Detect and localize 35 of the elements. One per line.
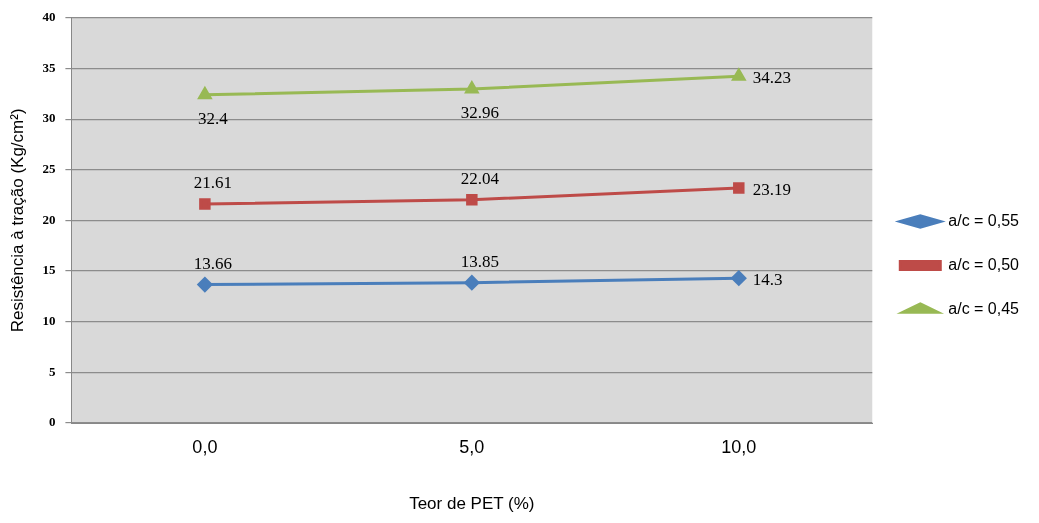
data-label: 21.61 bbox=[193, 173, 233, 193]
y-tick-label: 5 bbox=[48, 363, 56, 379]
y-tick-label: 40 bbox=[42, 9, 56, 25]
data-label: 13.85 bbox=[460, 251, 499, 271]
x-tick-label: 5,0 bbox=[459, 436, 485, 457]
point bbox=[199, 198, 211, 210]
point bbox=[197, 277, 213, 293]
data-label: 22.04 bbox=[460, 168, 500, 188]
point bbox=[466, 193, 478, 206]
x-tick-label: 0,0 bbox=[192, 436, 218, 457]
x-axis-title: Teor de PET (%) bbox=[409, 494, 535, 514]
legend-label: a/c = 0,50 bbox=[948, 255, 1020, 273]
data-label: 34.23 bbox=[752, 67, 792, 87]
data-label: 32.96 bbox=[460, 103, 499, 123]
y-tick-label: 35 bbox=[42, 59, 56, 75]
data-label: 23.19 bbox=[752, 179, 792, 199]
point bbox=[465, 81, 479, 94]
y-tick-label: 15 bbox=[42, 262, 56, 278]
data-label: 14.3 bbox=[752, 269, 783, 289]
point bbox=[733, 182, 745, 194]
y-tick-label: 10 bbox=[42, 313, 56, 329]
legend-label: a/c = 0,55 bbox=[948, 211, 1020, 229]
data-label: 32.4 bbox=[198, 108, 229, 128]
x-tick-label: 10,0 bbox=[721, 436, 757, 457]
point bbox=[464, 275, 480, 291]
data-label: 13.66 bbox=[193, 253, 233, 273]
y-tick-label: 30 bbox=[42, 110, 56, 126]
y-axis-title: Resistência à tração (Kg/cm²) bbox=[7, 108, 27, 333]
point bbox=[198, 87, 212, 100]
point bbox=[731, 270, 747, 286]
y-tick-label: 0 bbox=[48, 414, 56, 430]
y-tick-label: 25 bbox=[42, 161, 56, 177]
point bbox=[732, 68, 746, 81]
legend-label: a/c = 0,45 bbox=[948, 299, 1020, 317]
y-tick-label: 20 bbox=[42, 211, 56, 227]
